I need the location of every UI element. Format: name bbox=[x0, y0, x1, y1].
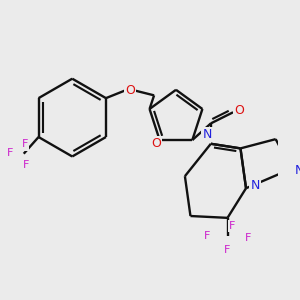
Text: F: F bbox=[23, 160, 30, 170]
Text: F: F bbox=[204, 231, 210, 242]
Text: F: F bbox=[245, 233, 251, 243]
Text: O: O bbox=[235, 104, 244, 117]
Text: F: F bbox=[22, 140, 28, 149]
Text: N: N bbox=[295, 164, 300, 177]
Text: O: O bbox=[125, 84, 135, 97]
Text: N: N bbox=[202, 128, 212, 141]
Text: O: O bbox=[151, 137, 161, 150]
Text: F: F bbox=[229, 221, 235, 231]
Text: N: N bbox=[250, 179, 260, 192]
Text: F: F bbox=[224, 245, 231, 255]
Text: F: F bbox=[7, 148, 13, 158]
